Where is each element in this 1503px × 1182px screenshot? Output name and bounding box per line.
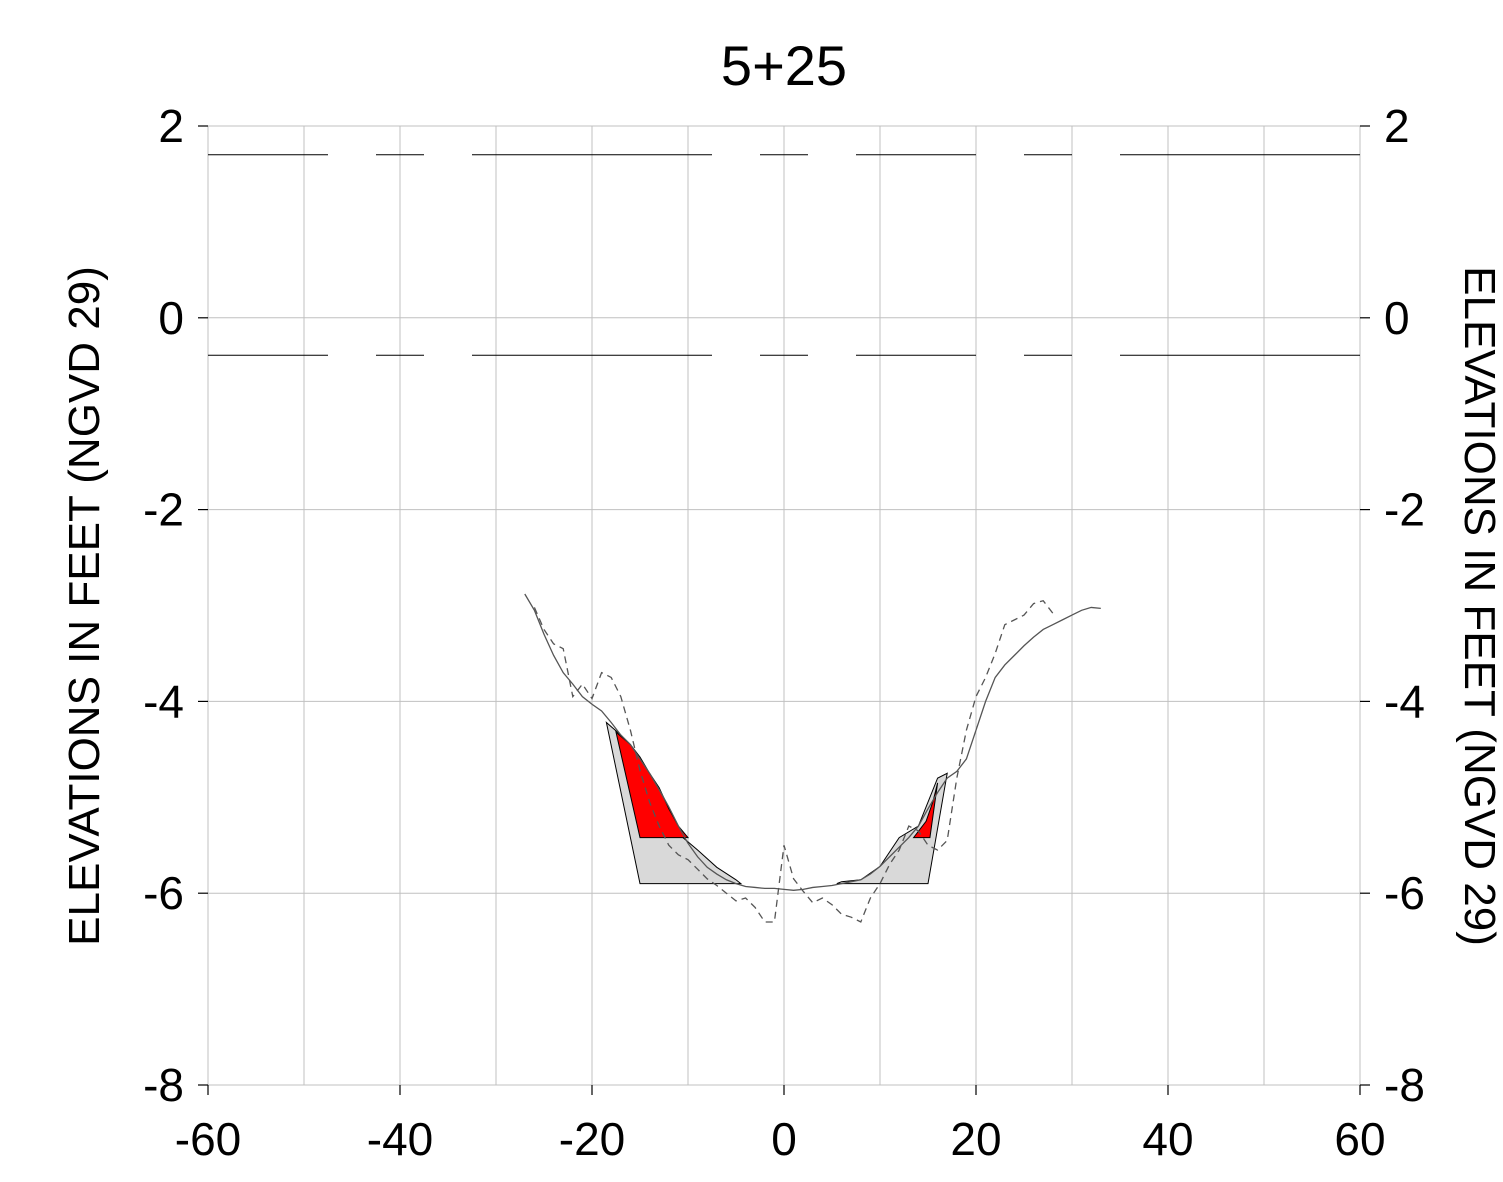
y-tick-label-left: 0 [158, 292, 184, 344]
data-series [524, 593, 1101, 923]
y-tick-label-right: -2 [1384, 484, 1425, 536]
y-tick-label-right: -8 [1384, 1059, 1425, 1111]
x-tick-label: 60 [1334, 1113, 1385, 1165]
y-tick-label-right: -6 [1384, 867, 1425, 919]
y-tick-label-right: 2 [1384, 100, 1410, 152]
x-tick-label: -60 [175, 1113, 241, 1165]
x-tick-label: -20 [559, 1113, 625, 1165]
chart-title: 5+25 [721, 34, 847, 97]
y-tick-label-left: -2 [143, 484, 184, 536]
profile-line-dashed [533, 599, 1054, 923]
x-tick-label: 20 [950, 1113, 1001, 1165]
profile-line-solid [524, 593, 1101, 891]
y-tick-label-right: -4 [1384, 675, 1425, 727]
y-axis-title-left: ELEVATIONS IN FEET (NGVD 29) [60, 266, 109, 946]
y-tick-label-left: -6 [143, 867, 184, 919]
reference-lines [208, 154, 1360, 356]
tick-labels: -60 -40 -20 0 20 40 60-8 -8-6 -6-4 -4-2 -20 02 2 [143, 100, 1425, 1165]
y-tick-label-left: -4 [143, 675, 184, 727]
ticks [198, 125, 1370, 1095]
x-tick-label: -40 [367, 1113, 433, 1165]
x-tick-label: 40 [1142, 1113, 1193, 1165]
fill-region-4 [912, 782, 939, 839]
x-tick-label: 0 [771, 1113, 797, 1165]
y-tick-label-left: -8 [143, 1059, 184, 1111]
y-tick-label-left: 2 [158, 100, 184, 152]
y-axis-title-right: ELEVATIONS IN FEET (NGVD 29) [1455, 266, 1503, 946]
y-tick-label-right: 0 [1384, 292, 1410, 344]
